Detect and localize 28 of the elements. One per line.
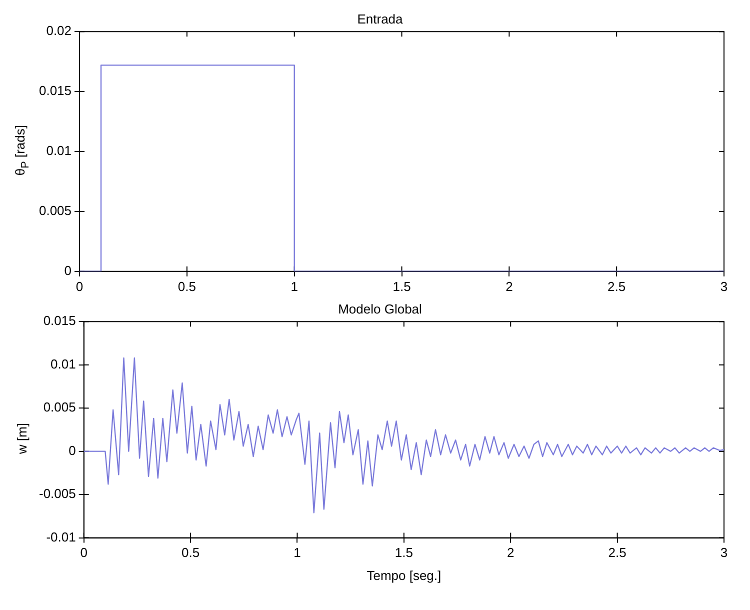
x-tick-label: 1.5 [394,545,413,560]
x-tick-label: 1 [294,545,301,560]
y-tick-label: 0 [64,262,72,278]
x-tick-label: 0.5 [178,278,196,294]
y-tick-label: 0.01 [46,143,72,158]
chart-title: Entrada [357,11,404,26]
y-tick-label: 0.01 [50,356,76,372]
chart-title: Modelo Global [338,301,422,316]
x-axis-title: Tempo [seg.] [366,568,442,583]
y-tick-label: 0.005 [38,203,72,218]
x-tick-label: 1 [290,278,298,294]
x-tick-label: 2 [506,278,513,294]
x-tick-label: 0.5 [182,545,200,560]
x-tick-label: 3 [720,278,728,294]
x-tick-label: 1.5 [392,278,411,294]
x-tick-label: 2 [507,545,514,560]
y-tick-label: 0.015 [43,313,76,328]
y-tick-label: 0.02 [46,23,72,38]
y-tick-label: -0.01 [46,529,76,544]
y-tick-label: -0.005 [38,486,76,502]
y-tick-label: 0.015 [38,83,72,98]
x-tick-label: 0 [80,545,88,560]
y-axis-title: w [m] [14,422,30,454]
x-tick-label: 3 [720,545,728,560]
x-tick-label: 2.5 [608,545,626,560]
y-tick-label: 0.005 [43,400,76,415]
y-tick-label: 0 [68,442,76,458]
x-tick-label: 2.5 [608,278,626,294]
